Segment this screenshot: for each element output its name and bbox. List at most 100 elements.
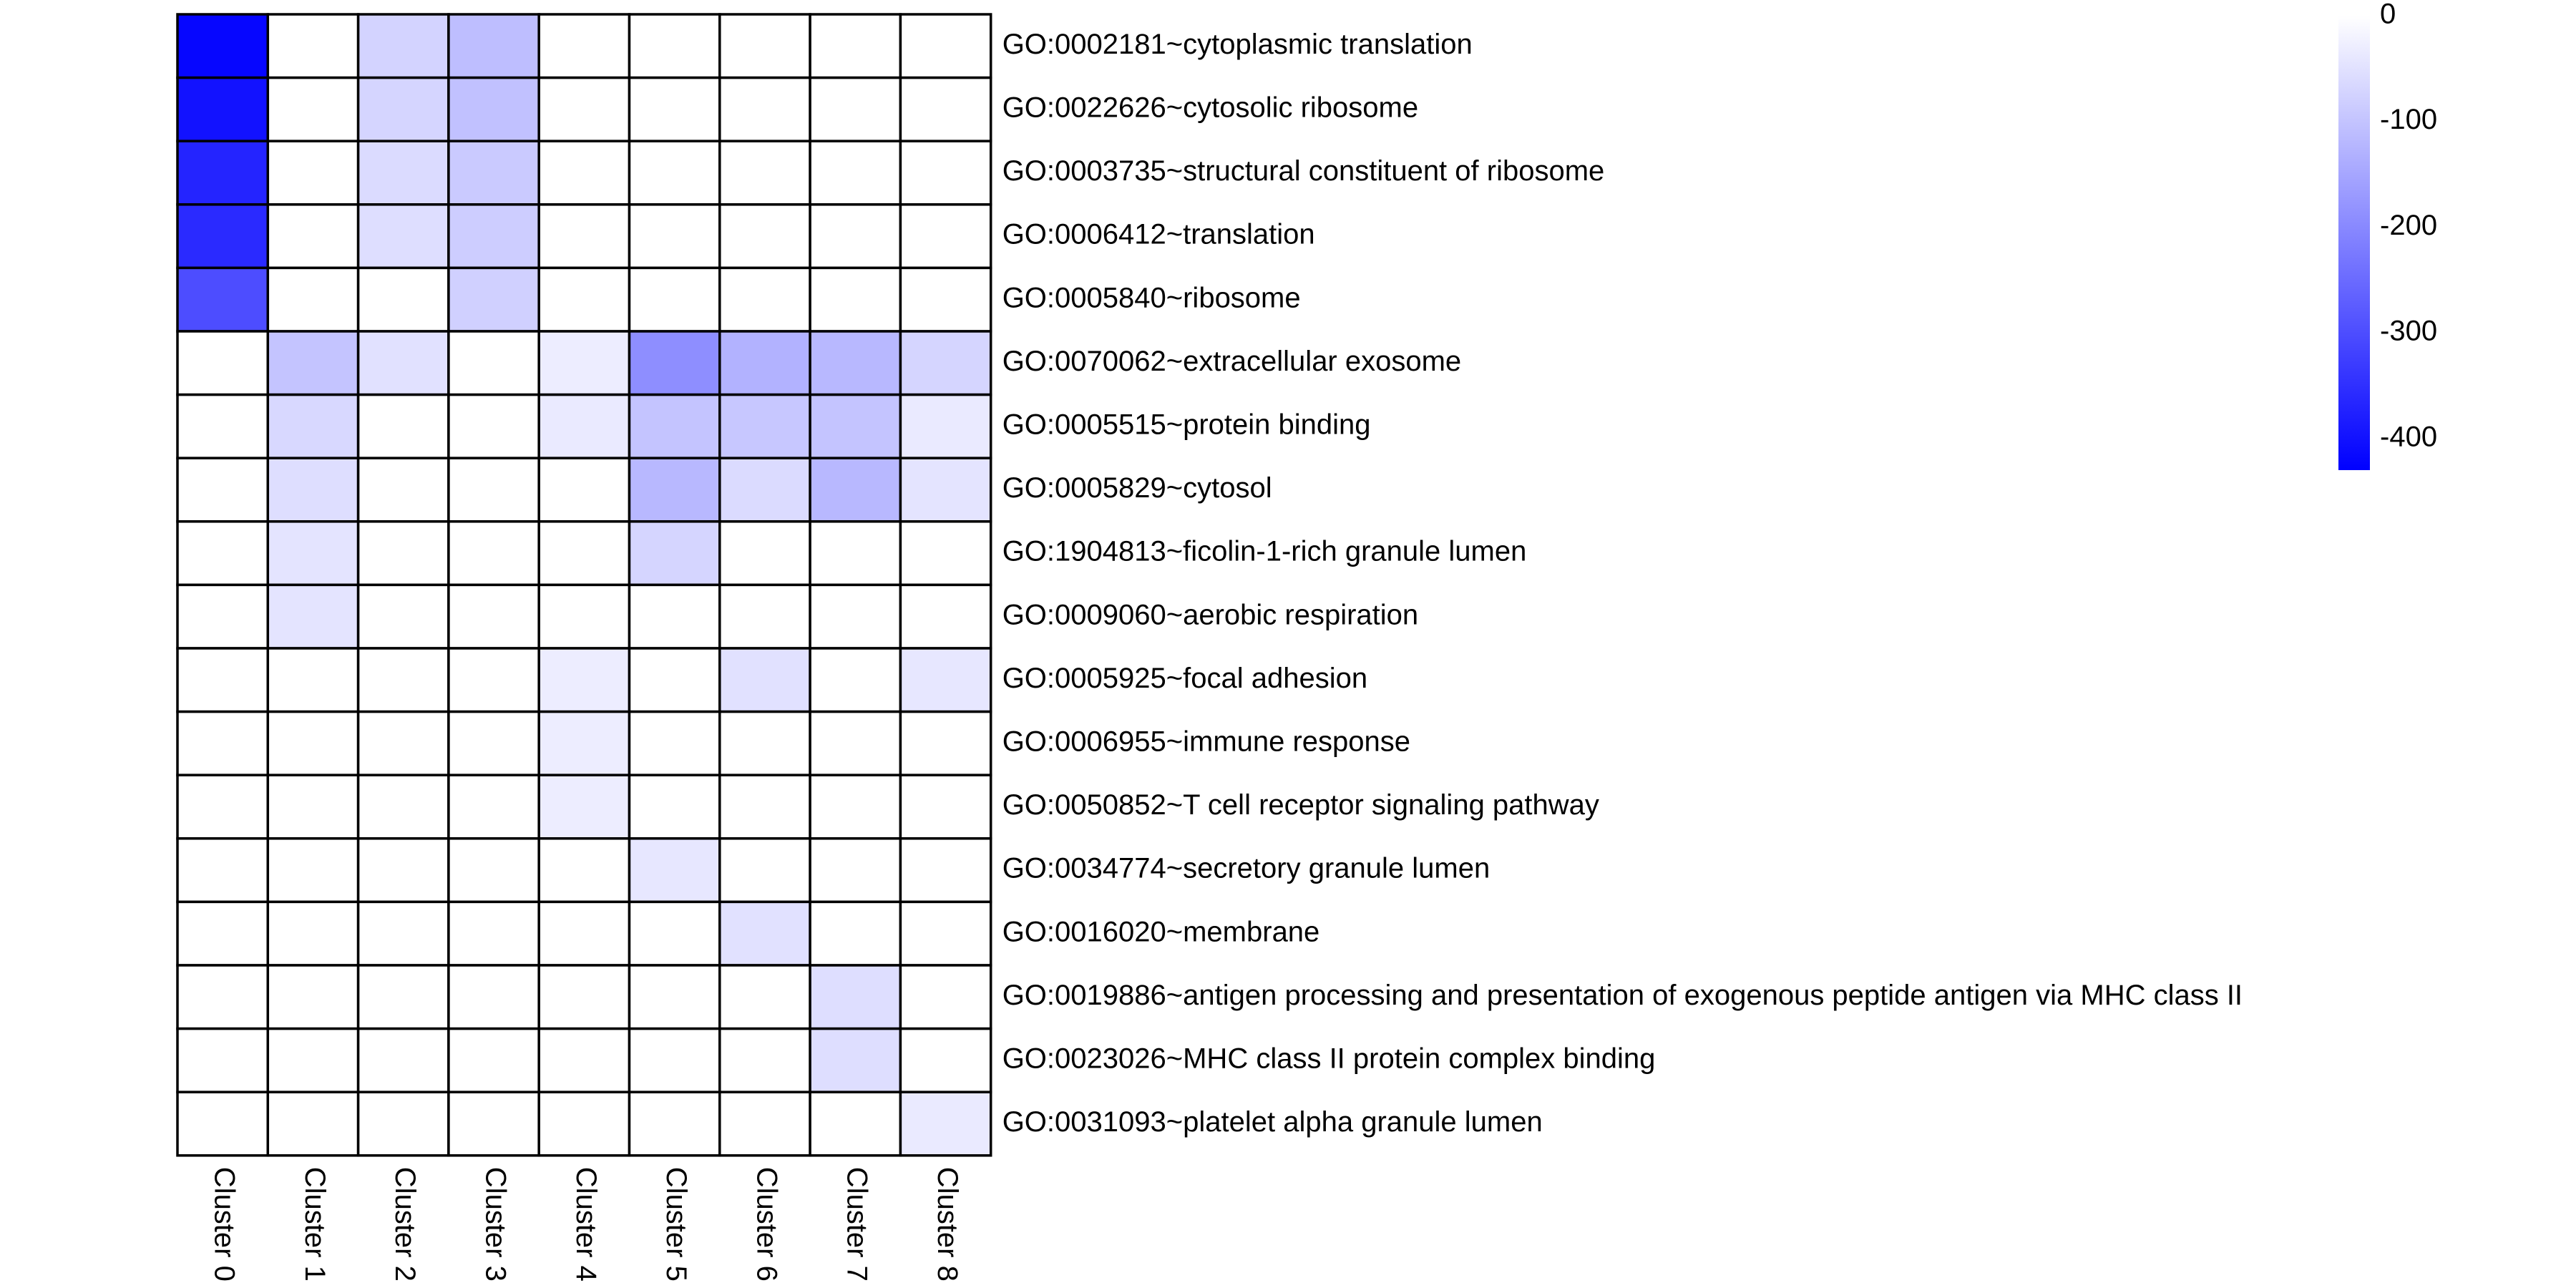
- heatmap-cell-r11-c7: [809, 710, 902, 776]
- heatmap-cell-r2-c8: [899, 140, 992, 206]
- heatmap-cell-r2-c4: [537, 140, 631, 206]
- heatmap-cell-r16-c0: [176, 1027, 270, 1093]
- heatmap-cell-r8-c0: [176, 520, 270, 587]
- row-label: GO:0006412~translation: [1002, 219, 1315, 250]
- heatmap-cell-r11-c6: [718, 710, 811, 776]
- row-label: GO:0019886~antigen processing and presen…: [1002, 980, 2243, 1011]
- heatmap-cell-r7-c6: [718, 457, 811, 523]
- heatmap-cell-r12-c2: [356, 774, 450, 840]
- heatmap-cell-r2-c7: [809, 140, 902, 206]
- heatmap-cell-r15-c4: [537, 964, 631, 1030]
- heatmap-cell-r6-c2: [356, 393, 450, 459]
- heatmap-cell-r12-c8: [899, 774, 992, 840]
- heatmap-cell-r4-c5: [628, 266, 721, 333]
- heatmap-cell-r12-c6: [718, 774, 811, 840]
- heatmap-cell-r11-c4: [537, 710, 631, 776]
- heatmap-cell-r1-c0: [176, 76, 270, 142]
- heatmap-cell-r1-c8: [899, 76, 992, 142]
- heatmap-cell-r16-c7: [809, 1027, 902, 1093]
- heatmap-cell-r3-c0: [176, 203, 270, 270]
- heatmap-cell-r12-c4: [537, 774, 631, 840]
- heatmap-cell-r16-c2: [356, 1027, 450, 1093]
- row-label: GO:0023026~MHC class II protein complex …: [1002, 1043, 1656, 1074]
- heatmap-cell-r5-c1: [266, 330, 360, 396]
- heatmap-cell-r0-c3: [447, 13, 540, 79]
- heatmap-cell-r8-c7: [809, 520, 902, 587]
- heatmap-cell-r6-c4: [537, 393, 631, 459]
- heatmap-cell-r6-c6: [718, 393, 811, 459]
- heatmap-cell-r9-c3: [447, 583, 540, 650]
- heatmap-cell-r11-c3: [447, 710, 540, 776]
- heatmap-cells: [176, 13, 992, 1157]
- legend-tick-label: 0: [2380, 0, 2396, 30]
- heatmap-cell-r7-c0: [176, 457, 270, 523]
- heatmap-cell-r10-c1: [266, 647, 360, 713]
- heatmap-cell-r5-c7: [809, 330, 902, 396]
- row-label: GO:0005515~protein binding: [1002, 409, 1371, 440]
- heatmap-cell-r15-c3: [447, 964, 540, 1030]
- heatmap-cell-r3-c1: [266, 203, 360, 270]
- heatmap-cell-r6-c3: [447, 393, 540, 459]
- row-label: GO:0005829~cytosol: [1002, 472, 1272, 504]
- heatmap-cell-r10-c4: [537, 647, 631, 713]
- row-label: GO:0005840~ribosome: [1002, 282, 1301, 313]
- heatmap-cell-r14-c4: [537, 900, 631, 967]
- heatmap-cell-r12-c3: [447, 774, 540, 840]
- heatmap-cell-r10-c8: [899, 647, 992, 713]
- row-label: GO:1904813~ficolin-1-rich granule lumen: [1002, 536, 1527, 567]
- heatmap-cell-r4-c0: [176, 266, 270, 333]
- heatmap-cell-r13-c2: [356, 837, 450, 904]
- heatmap-cell-r4-c7: [809, 266, 902, 333]
- heatmap-cell-r17-c5: [628, 1091, 721, 1157]
- heatmap-cell-r8-c8: [899, 520, 992, 587]
- heatmap-cell-r9-c2: [356, 583, 450, 650]
- heatmap-cell-r9-c1: [266, 583, 360, 650]
- heatmap-cell-r13-c7: [809, 837, 902, 904]
- column-label: Cluster 5: [660, 1167, 692, 1282]
- heatmap-cell-r9-c4: [537, 583, 631, 650]
- heatmap-cell-r0-c5: [628, 13, 721, 79]
- heatmap-cell-r15-c2: [356, 964, 450, 1030]
- heatmap-cell-r13-c0: [176, 837, 270, 904]
- heatmap-cell-r7-c7: [809, 457, 902, 523]
- heatmap-cell-r8-c2: [356, 520, 450, 587]
- heatmap-cell-r1-c7: [809, 76, 902, 142]
- heatmap-cell-r7-c4: [537, 457, 631, 523]
- heatmap-cell-r11-c5: [628, 710, 721, 776]
- heatmap-cell-r3-c5: [628, 203, 721, 270]
- heatmap-cell-r2-c3: [447, 140, 540, 206]
- row-label: GO:0005925~focal adhesion: [1002, 663, 1367, 694]
- heatmap-cell-r17-c4: [537, 1091, 631, 1157]
- heatmap-cell-r1-c6: [718, 76, 811, 142]
- heatmap-cell-r6-c0: [176, 393, 270, 459]
- heatmap-cell-r3-c6: [718, 203, 811, 270]
- legend-tick-label: -300: [2380, 316, 2437, 347]
- heatmap-cell-r4-c1: [266, 266, 360, 333]
- heatmap-cell-r14-c0: [176, 900, 270, 967]
- heatmap-cell-r0-c0: [176, 13, 270, 79]
- heatmap-cell-r17-c8: [899, 1091, 992, 1157]
- heatmap-cell-r3-c4: [537, 203, 631, 270]
- heatmap-cell-r17-c3: [447, 1091, 540, 1157]
- row-label: GO:0070062~extracellular exosome: [1002, 346, 1461, 377]
- heatmap-cell-r10-c2: [356, 647, 450, 713]
- column-label: Cluster 7: [841, 1167, 873, 1282]
- heatmap-cell-r9-c6: [718, 583, 811, 650]
- row-label: GO:0034774~secretory granule lumen: [1002, 853, 1491, 884]
- heatmap-cell-r13-c1: [266, 837, 360, 904]
- row-label: GO:0009060~aerobic respiration: [1002, 599, 1418, 630]
- heatmap-cell-r15-c7: [809, 964, 902, 1030]
- heatmap-cell-r16-c4: [537, 1027, 631, 1093]
- heatmap-cell-r10-c6: [718, 647, 811, 713]
- heatmap-cell-r15-c1: [266, 964, 360, 1030]
- heatmap-cell-r4-c4: [537, 266, 631, 333]
- heatmap-cell-r10-c3: [447, 647, 540, 713]
- heatmap-cell-r15-c6: [718, 964, 811, 1030]
- column-labels: Cluster 0 Cluster 1 Cluster 2 Cluster 3 Clus…: [209, 1167, 963, 1282]
- heatmap-cell-r6-c1: [266, 393, 360, 459]
- heatmap-cell-r16-c8: [899, 1027, 992, 1093]
- heatmap-cell-r2-c5: [628, 140, 721, 206]
- row-label: GO:0002181~cytoplasmic translation: [1002, 29, 1473, 60]
- heatmap-cell-r6-c5: [628, 393, 721, 459]
